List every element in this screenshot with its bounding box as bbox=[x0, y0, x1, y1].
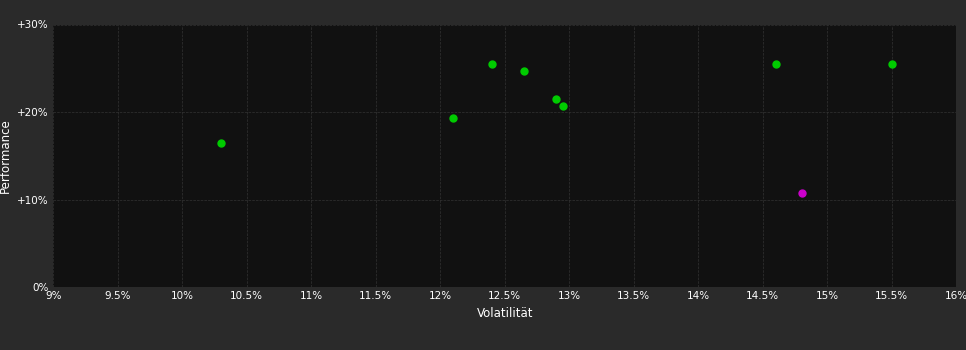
Point bbox=[884, 61, 899, 66]
Point bbox=[794, 190, 810, 195]
X-axis label: Volatilität: Volatilität bbox=[476, 307, 533, 320]
Point bbox=[768, 61, 783, 66]
Point bbox=[213, 140, 229, 146]
Point bbox=[517, 68, 532, 74]
Point bbox=[549, 96, 564, 101]
Point bbox=[555, 103, 571, 108]
Point bbox=[484, 61, 499, 66]
Y-axis label: Performance: Performance bbox=[0, 118, 12, 193]
Point bbox=[445, 116, 461, 121]
